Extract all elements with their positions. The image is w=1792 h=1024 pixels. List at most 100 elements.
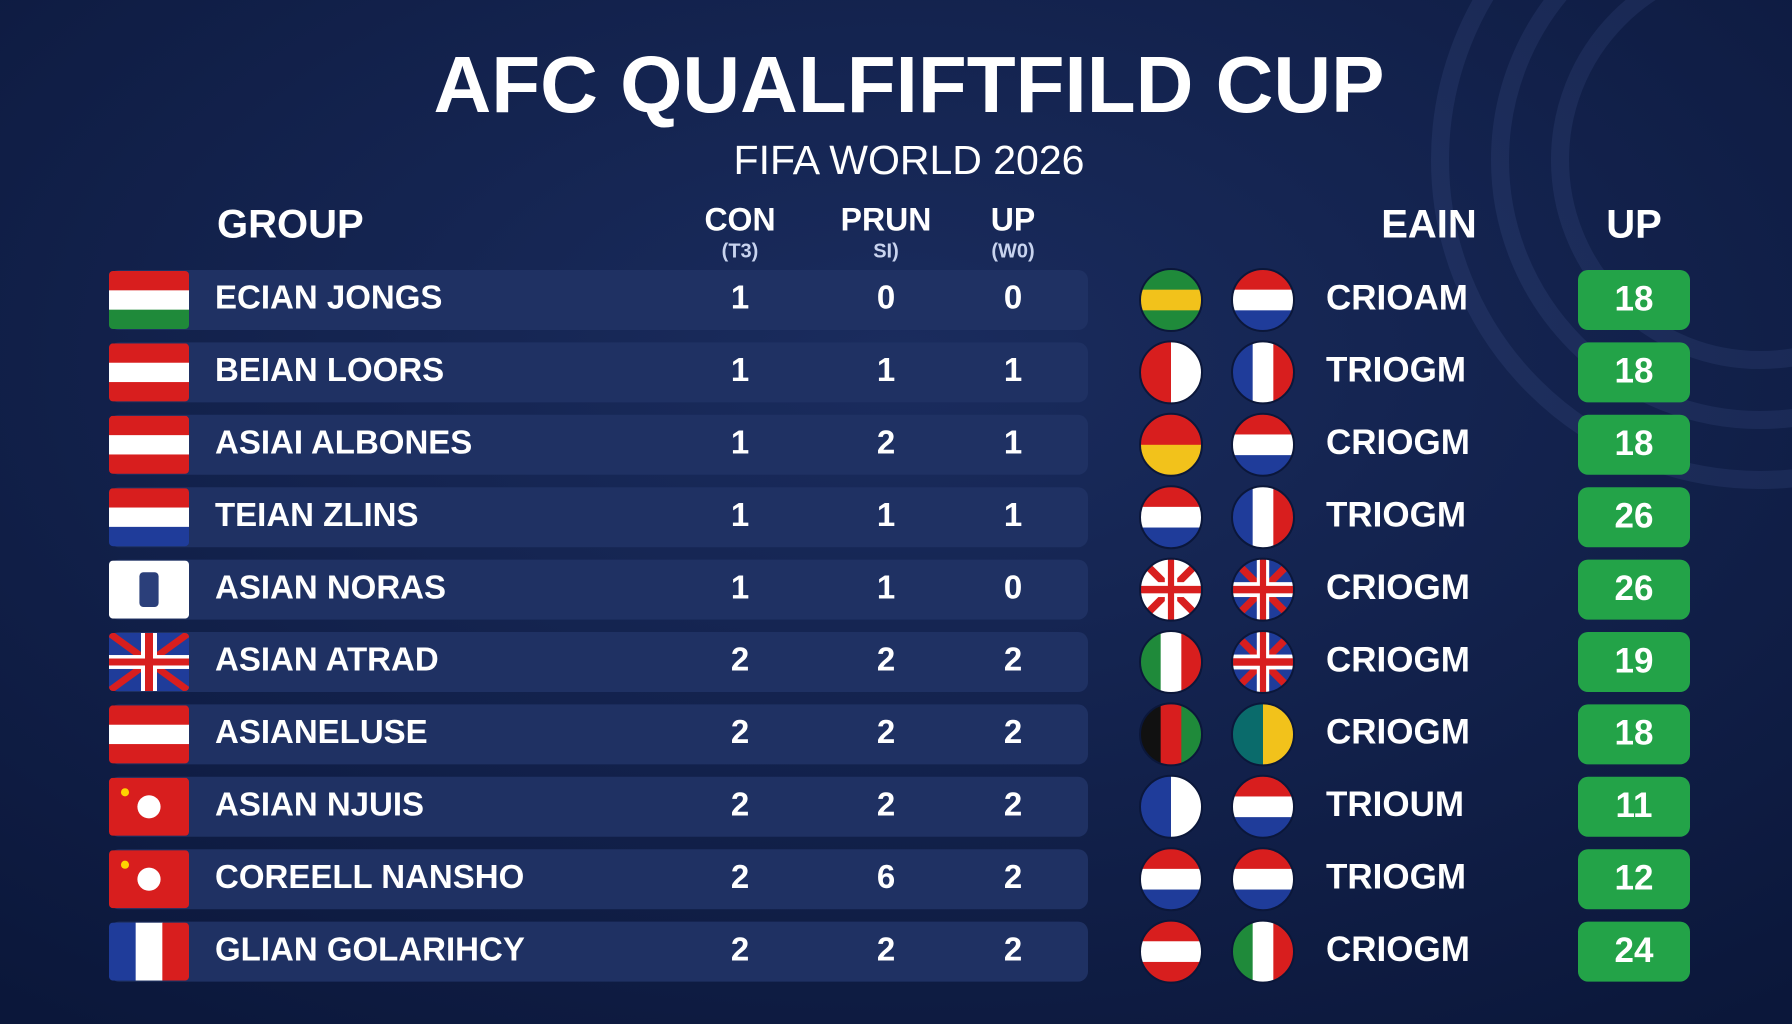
flag-stripe [1232,486,1254,549]
team-name: BEIAN LOORS [215,351,444,388]
stat-cell: 1 [731,568,749,605]
score-value: 26 [1615,496,1654,535]
result-label: TRIOGM [1326,495,1466,534]
column-header: UP [1606,203,1662,247]
stat-cell: 1 [731,351,749,388]
flag-border [1139,485,1203,550]
stat-cell: 1 [731,279,749,316]
flag-border [1139,630,1203,694]
team-name: ASIAI ALBONES [215,424,472,461]
flag-cross [145,633,153,691]
flag-cross [1167,558,1175,621]
column-header: PRUN [841,201,932,237]
flag-stripe [1232,289,1294,311]
result-label: TRIOGM [1326,857,1466,896]
score-badge [1578,849,1690,910]
flag [1232,631,1294,693]
flag-stripe [1232,269,1294,291]
flag [1232,558,1294,621]
row-band [109,921,1088,982]
column-sublabel: (W0) [991,240,1034,262]
flag-disc [137,795,161,819]
score-badge [1578,270,1690,330]
team-name: ASIAN NJUIS [215,786,424,823]
team-name: ASIANELUSE [215,713,428,750]
row-band [109,704,1088,765]
table-row: COREELL NANSHO 2 6 2 TRIOGM 12 [109,847,1690,912]
flag-border [1139,412,1203,477]
table-row: GLIAN GOLARIHCY 2 2 2 CRIOGM 24 [109,919,1690,984]
flag [109,850,189,909]
flag-border [1231,630,1295,694]
score-value: 18 [1615,714,1654,753]
flag-border [1139,702,1203,767]
flag-stripe [109,271,189,291]
flag-stripe [1140,703,1162,766]
flag-stripe [1160,703,1182,766]
flag-stripe [109,343,189,364]
flag-disc [137,867,161,891]
row-band [109,342,1088,403]
flag-stripe [109,526,189,547]
column-header: UP [991,201,1035,237]
stat-cell: 2 [731,641,749,678]
column-sublabel: SI) [873,240,899,262]
flag-stripe [109,705,189,726]
score-badge [1578,487,1690,548]
score-value: 19 [1615,641,1654,680]
flag-stripe [109,362,189,383]
result-label: CRIOGM [1326,713,1470,752]
flag-stripe [109,488,189,509]
column-header: EAIN [1381,203,1477,247]
result-label: CRIOGM [1326,423,1470,462]
stat-cell: 2 [731,786,749,823]
flag-stripe [1232,434,1294,456]
flag [1140,703,1202,766]
table-row: ASIAN ATRAD 2 2 2 CRIOGM 19 [109,630,1690,694]
stat-cell: 2 [1004,858,1022,895]
flag-border [1231,412,1295,477]
flag-border [1231,268,1295,332]
flag-stripe [109,382,189,402]
table-row: ASIAN NORAS 1 1 0 CRIOGM 26 [109,557,1690,622]
stat-cell: 1 [1004,496,1022,533]
flag-border [1231,702,1295,767]
score-value: 24 [1615,931,1654,970]
stat-cell: 2 [731,930,749,967]
flag-stripe [1232,775,1294,797]
stat-cell: 2 [731,713,749,750]
team-name: ECIAN JONGS [215,279,442,316]
table-row: ECIAN JONGS 1 0 0 CRIOAM 18 [109,268,1690,332]
stat-cell: 1 [877,351,895,388]
flag [109,343,189,402]
flag-stripe [135,922,163,981]
row-band [109,414,1088,475]
team-name: TEIAN ZLINS [215,496,419,533]
flag-border [1231,485,1295,550]
flag-border [1139,268,1203,332]
flag [109,922,189,981]
flag [109,777,189,836]
flag-stripe [109,507,189,528]
flag-border [1231,340,1295,405]
table-row: TEIAN ZLINS 1 1 1 TRIOGM 26 [109,485,1690,550]
flag-border [1139,847,1203,912]
score-value: 18 [1615,279,1654,318]
stat-cell: 1 [1004,424,1022,461]
flag-stripe [1252,486,1274,549]
flag [109,560,189,619]
stat-cell: 2 [877,930,895,967]
flag-stripe [1232,796,1294,818]
flag-border [1231,774,1295,839]
score-value: 12 [1615,858,1654,897]
flag-stripe [109,454,189,474]
score-badge [1578,632,1690,692]
flag-stripe [109,415,189,436]
flag-stripe [1140,868,1202,891]
flag-stripe [1140,289,1202,311]
flag [109,488,189,547]
score-badge [1578,559,1690,620]
flag-border [1139,774,1203,839]
stat-cell: 2 [731,858,749,895]
result-label: TRIOUM [1326,785,1464,824]
